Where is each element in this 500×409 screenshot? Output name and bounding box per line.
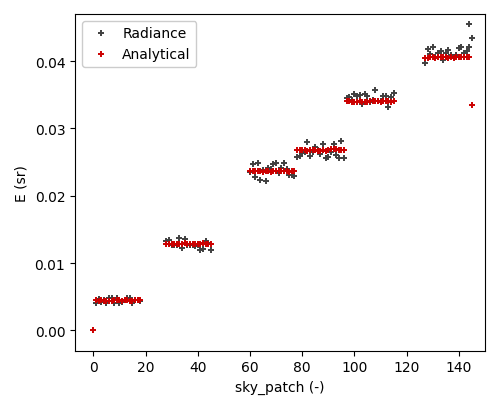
Analytical (111, 298, 117, 303)
Analytical (114, 298, 120, 303)
Analytical (104, 299, 110, 303)
Radiance (111, 301, 117, 306)
Y-axis label: E (sr): E (sr) (15, 164, 29, 201)
Analytical (132, 298, 138, 303)
Radiance (138, 298, 143, 303)
Radiance (114, 295, 120, 300)
Radiance (93, 300, 99, 305)
Analytical (93, 298, 99, 303)
Line: Analytical: Analytical (92, 297, 144, 305)
Analytical (130, 299, 136, 303)
Analytical (108, 299, 114, 303)
Analytical (96, 299, 102, 303)
Analytical (106, 299, 112, 303)
Radiance (132, 298, 138, 303)
Radiance (98, 300, 104, 305)
Radiance (108, 296, 114, 301)
Analytical (138, 298, 143, 303)
Analytical (127, 299, 133, 303)
Radiance (122, 298, 128, 303)
Analytical (119, 299, 125, 303)
Analytical (124, 298, 130, 303)
Radiance (116, 301, 122, 306)
Analytical (122, 298, 128, 303)
Radiance (106, 296, 112, 301)
Radiance (101, 298, 107, 303)
X-axis label: sky_patch (-): sky_patch (-) (236, 380, 325, 394)
Legend: Radiance, Analytical: Radiance, Analytical (82, 22, 196, 68)
Radiance (124, 296, 130, 301)
Line: Radiance: Radiance (92, 294, 144, 307)
Radiance (104, 301, 110, 306)
Radiance (127, 296, 133, 301)
Analytical (101, 299, 107, 304)
Analytical (134, 298, 140, 303)
Radiance (130, 301, 136, 306)
Analytical (98, 298, 104, 303)
Analytical (116, 298, 122, 303)
Radiance (119, 299, 125, 304)
Radiance (134, 298, 140, 303)
Radiance (96, 297, 102, 302)
